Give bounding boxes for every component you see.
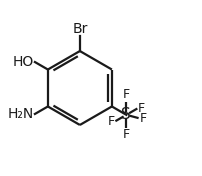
Text: F: F [138,102,145,115]
Text: F: F [123,128,130,141]
Text: H₂N: H₂N [8,107,34,121]
Text: F: F [107,115,115,128]
Text: S: S [121,107,131,122]
Text: F: F [140,112,147,125]
Text: Br: Br [72,21,88,36]
Text: HO: HO [13,55,34,69]
Text: F: F [123,88,130,101]
